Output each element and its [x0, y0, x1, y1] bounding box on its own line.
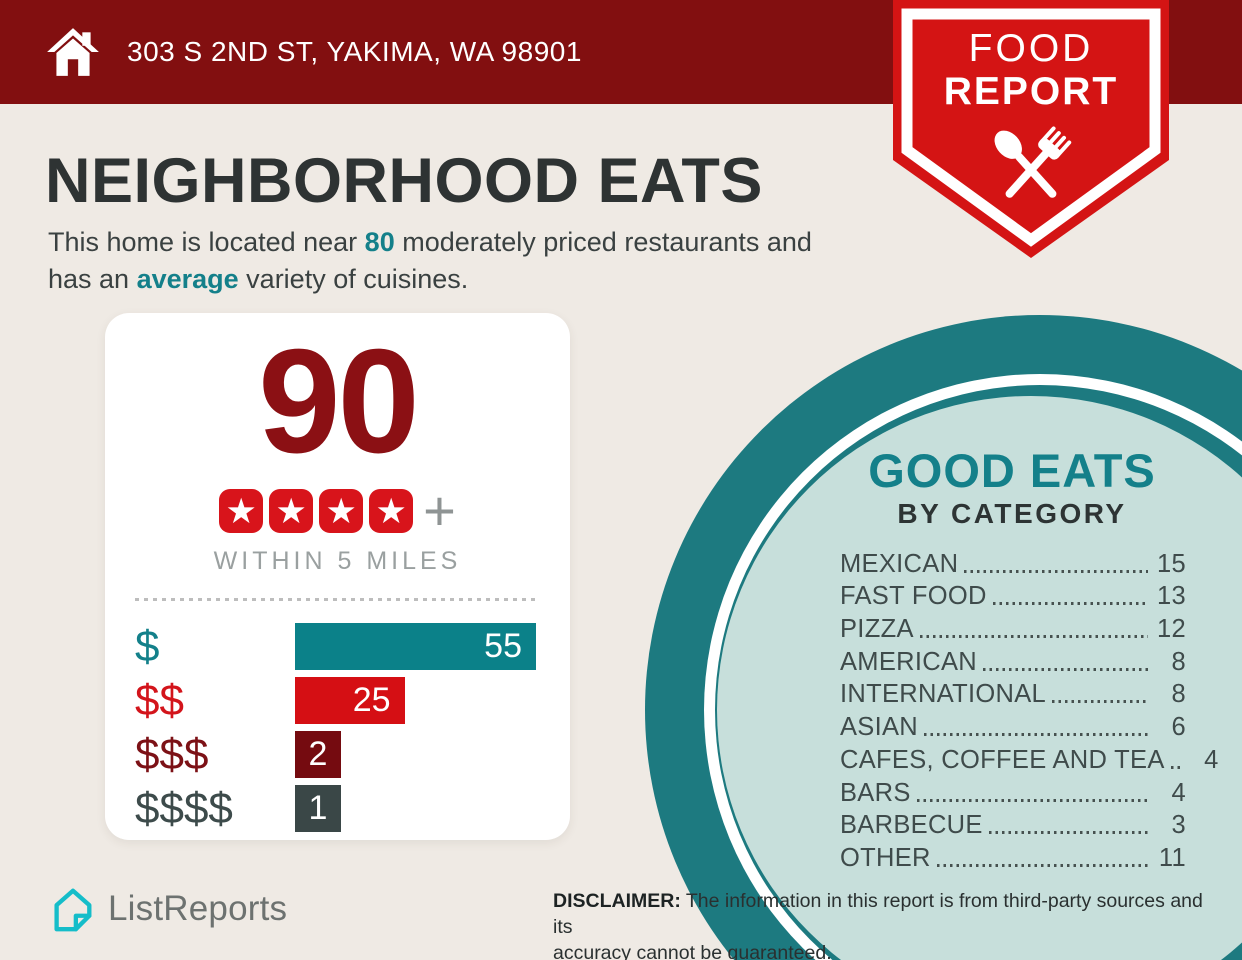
category-value: 8 — [1171, 680, 1186, 709]
good-eats-panel: GOOD EATS BY CATEGORY MEXICAN 15 FAST FOOD… — [812, 444, 1218, 873]
page-title: NEIGHBORHOOD EATS — [45, 146, 763, 216]
dotted-leader — [936, 863, 1148, 867]
category-row: PIZZA 12 — [840, 611, 1186, 644]
category-row: BARBECUE 3 — [840, 808, 1186, 841]
dotted-leader — [916, 798, 1148, 802]
score-card: 90 ★ ★ ★ ★ + WITHIN 5 MILES $55 $$ 25 $$$ 2 $$$$… — [105, 313, 570, 840]
plus-sign: + — [423, 479, 456, 542]
dotted-leader — [924, 733, 1148, 737]
price-tier-row: $$$$ 1 — [135, 785, 540, 832]
star-row: ★ ★ ★ ★ — [219, 489, 414, 533]
category-row: MEXICAN 15 — [840, 546, 1186, 579]
star-icon: ★ — [219, 489, 264, 533]
dashed-divider — [135, 598, 540, 601]
price-tier-label: $$$$ — [135, 784, 233, 833]
price-tier-bar: 2 — [295, 731, 341, 778]
disclaimer-text-line2: accuracy cannot be guaranteed. — [553, 942, 832, 960]
category-row: FAST FOOD 13 — [840, 579, 1186, 612]
category-value: 4 — [1204, 745, 1219, 774]
category-row: OTHER 11 — [840, 840, 1186, 873]
radius-label: WITHIN 5 MILES — [213, 547, 462, 575]
intro-text: This home is located near 80 moderately … — [48, 224, 878, 298]
badge-pennant-shape — [893, 0, 1169, 258]
good-eats-title: GOOD EATS — [868, 444, 1156, 497]
crossed-spoon-fork-icon — [994, 126, 1072, 198]
disclaimer: DISCLAIMER: The information in this repo… — [553, 888, 1218, 960]
dotted-leader — [988, 831, 1148, 835]
category-label: FAST FOOD — [840, 582, 987, 611]
listreports-logo-icon — [54, 888, 92, 932]
badge-title-line1: FOOD — [968, 27, 1094, 70]
category-label: BARBECUE — [840, 811, 983, 840]
category-row: ASIAN 6 — [840, 709, 1186, 742]
price-tier-bar: 1 — [295, 785, 341, 832]
category-label: BARS — [840, 778, 911, 807]
badge-title-line2: REPORT — [943, 70, 1119, 113]
food-report-badge: FOOD REPORT — [893, 0, 1169, 266]
category-value: 11 — [1158, 843, 1186, 872]
category-row: BARS 4 — [840, 775, 1186, 808]
disclaimer-label: DISCLAIMER: — [553, 890, 681, 912]
category-value: 15 — [1157, 549, 1186, 578]
category-label: OTHER — [840, 843, 931, 872]
category-value: 12 — [1157, 615, 1186, 644]
category-label: PIZZA — [840, 615, 914, 644]
dotted-leader — [1170, 765, 1181, 769]
star-icon: ★ — [319, 489, 364, 533]
category-label: ASIAN — [840, 713, 919, 742]
price-tier-row: $$ 25 — [135, 677, 540, 724]
category-value: 8 — [1171, 647, 1186, 676]
category-row: CAFES, COFFEE AND TEA 4 — [840, 742, 1218, 775]
listreports-brand: ListReports — [47, 884, 287, 934]
intro-pre: This home is located near — [48, 227, 365, 257]
good-eats-subtitle: BY CATEGORY — [897, 498, 1127, 529]
category-row: INTERNATIONAL 8 — [840, 677, 1186, 710]
home-icon — [47, 28, 99, 76]
price-tier-row: $$$ 2 — [135, 731, 540, 778]
price-tier-value: 25 — [352, 681, 391, 719]
category-value: 13 — [1157, 582, 1186, 611]
star-icon: ★ — [369, 489, 414, 533]
brand-name: ListReports — [108, 889, 288, 928]
price-tier-label: $$$ — [135, 730, 209, 779]
dotted-leader — [983, 667, 1148, 671]
restaurant-score: 90 — [258, 319, 420, 484]
category-label: MEXICAN — [840, 549, 959, 578]
category-label: AMERICAN — [840, 647, 977, 676]
price-tier-value: 55 — [484, 627, 522, 665]
dotted-leader — [1052, 700, 1148, 704]
category-value: 6 — [1171, 713, 1186, 742]
intro-post: variety of cuisines. — [238, 264, 469, 294]
category-value: 4 — [1171, 778, 1186, 807]
price-tier-chart: $55 $$ 25 $$$ 2 $$$$ 1 — [135, 623, 540, 832]
price-tier-label: $ — [135, 622, 160, 671]
price-tier-row: $55 — [135, 623, 540, 670]
dotted-leader — [964, 569, 1148, 573]
price-tier-label: $$ — [135, 676, 184, 725]
badge-title: FOOD REPORT — [893, 27, 1169, 113]
intro-restaurant-count: 80 — [364, 227, 395, 257]
price-tier-bar: 25 — [295, 677, 405, 724]
category-value: 3 — [1171, 811, 1186, 840]
star-icon: ★ — [269, 489, 314, 533]
category-label: CAFES, COFFEE AND TEA — [840, 745, 1165, 774]
intro-highlight: average — [136, 264, 239, 294]
category-label: INTERNATIONAL — [840, 680, 1047, 709]
dotted-leader — [919, 635, 1148, 639]
dotted-leader — [992, 602, 1148, 606]
category-list: MEXICAN 15 FAST FOOD 13 PIZZA 12 AMERICAN 8 INTE… — [840, 546, 1218, 873]
intro-line2-pre: has an — [48, 264, 137, 294]
property-address: 303 S 2ND ST, YAKIMA, WA 98901 — [127, 36, 582, 67]
price-tier-bar: 55 — [295, 623, 536, 670]
price-tier-value: 1 — [308, 789, 328, 827]
category-row: AMERICAN 8 — [840, 644, 1186, 677]
star-rating: ★ ★ ★ ★ + — [105, 479, 570, 542]
intro-mid: moderately priced restaurants and — [394, 227, 812, 257]
price-tier-value: 2 — [308, 735, 328, 773]
